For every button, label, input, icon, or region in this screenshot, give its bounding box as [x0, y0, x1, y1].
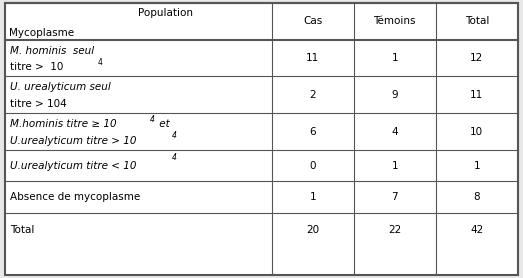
- Text: 10: 10: [470, 126, 483, 136]
- Text: Cas: Cas: [303, 16, 322, 26]
- Text: 4: 4: [172, 131, 177, 140]
- Text: 20: 20: [306, 225, 320, 235]
- Text: 1: 1: [473, 161, 480, 171]
- Text: 11: 11: [306, 53, 320, 63]
- Text: Absence de mycoplasme: Absence de mycoplasme: [10, 192, 141, 202]
- Text: 9: 9: [391, 90, 398, 100]
- Text: 0: 0: [310, 161, 316, 171]
- Text: 4: 4: [97, 58, 103, 67]
- Text: 4: 4: [150, 115, 155, 123]
- Text: 42: 42: [470, 225, 483, 235]
- Text: 7: 7: [391, 192, 398, 202]
- Text: titre >  10: titre > 10: [10, 62, 64, 72]
- Text: 6: 6: [310, 126, 316, 136]
- Text: Total: Total: [464, 16, 489, 26]
- Text: U.urealyticum titre > 10: U.urealyticum titre > 10: [10, 136, 137, 146]
- Text: 4: 4: [391, 126, 398, 136]
- Text: 11: 11: [470, 90, 483, 100]
- Text: U.urealyticum titre < 10: U.urealyticum titre < 10: [10, 161, 137, 171]
- Text: M. hominis  seul: M. hominis seul: [10, 46, 95, 56]
- Text: 4: 4: [172, 153, 177, 162]
- Text: 1: 1: [391, 53, 398, 63]
- Text: 22: 22: [388, 225, 401, 235]
- Text: Total: Total: [10, 225, 35, 235]
- Text: U. urealyticum seul: U. urealyticum seul: [10, 82, 111, 92]
- Text: Témoins: Témoins: [373, 16, 416, 26]
- Text: 8: 8: [473, 192, 480, 202]
- Text: titre > 104: titre > 104: [10, 99, 67, 109]
- Text: 12: 12: [470, 53, 483, 63]
- Text: Mycoplasme: Mycoplasme: [9, 28, 74, 38]
- Text: Population: Population: [138, 8, 192, 18]
- Text: M.hominis titre ≥ 10: M.hominis titre ≥ 10: [10, 119, 117, 129]
- Text: 2: 2: [310, 90, 316, 100]
- Text: et: et: [156, 119, 170, 129]
- Text: 1: 1: [310, 192, 316, 202]
- Text: 1: 1: [391, 161, 398, 171]
